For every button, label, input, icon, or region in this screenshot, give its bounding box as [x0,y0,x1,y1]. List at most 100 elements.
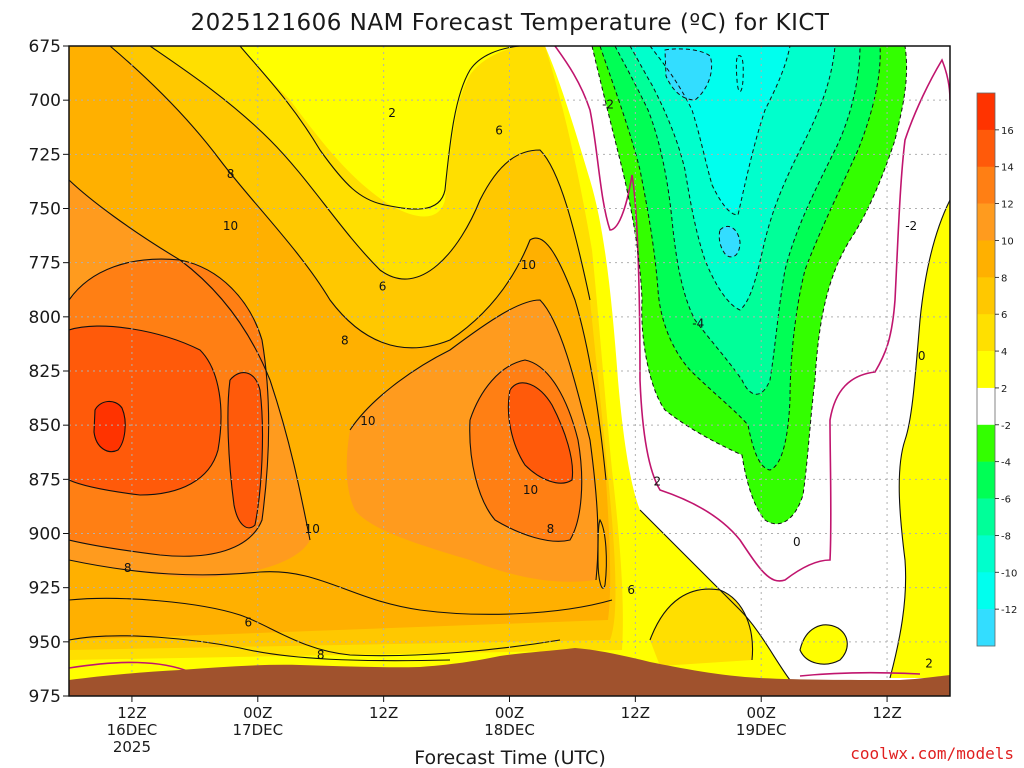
credit-text: coolwx.com/models [850,744,1014,763]
x-tick-label: 17DEC [232,721,283,739]
band-4-6-lower [650,589,753,666]
colorbar-swatch [977,498,995,536]
colorbar-label: 2 [1001,384,1007,395]
contour-label: 2 [388,106,396,120]
contour-12-left [69,325,222,496]
band-16-plus [94,401,126,452]
colorbar-swatch [977,351,995,389]
x-tick-label: 00Z [495,704,524,722]
contour-4 [149,46,591,301]
contour-label: 6 [627,583,635,597]
colorbar-label: 16 [1001,126,1014,137]
colorbar-label: 14 [1001,163,1014,174]
y-tick-label: 925 [29,579,61,599]
band-2-4-blob [800,624,848,665]
y-tick-label: 875 [29,470,61,490]
cold-contours [591,46,908,525]
band-14-16-left2 [227,372,263,528]
x-tick-label: 12Z [369,704,398,722]
contour-label: 8 [547,522,555,536]
colorbar: 16 14 12 10 8 6 4 2 -2 -4 -6 -8 -10 -12 [976,92,1017,647]
contour-label: 10 [523,483,538,497]
contour-label: 8 [227,167,235,181]
contour-label: -2 [905,219,917,233]
contour-right-blob [799,624,848,665]
y-tick-label: 900 [29,525,61,545]
contour-right-2b [889,199,950,679]
zero-line-left [554,46,950,582]
colorbar-swatch [977,387,995,426]
contour-neg8 [629,46,836,311]
temperature-field: 2 6 8 10 6 8 10 10 -2 -4 -2 0 0 2 10 8 6 10 8 6 8 2 [69,46,950,696]
warm-contours [69,46,950,681]
band-below-neg12 [665,48,712,100]
y-axis: 675 700 725 750 775 800 825 850 875 900 925 950 975 [29,37,69,707]
colorbar-swatch [977,93,995,131]
zero-line-right [799,671,921,677]
colorbar-swatch [977,461,995,499]
band-below-neg12-b [719,226,740,257]
contour-16 [93,400,126,453]
y-tick-label: 975 [29,687,61,707]
y-tick-label: 725 [29,145,61,165]
contour-label: 10 [521,258,536,272]
contour-labels: 2 6 8 10 6 8 10 10 -2 -4 -2 0 0 2 10 8 6 10 8 6 8 2 [124,98,933,671]
band-14-16-mid [508,382,573,484]
colorbar-label: 8 [1001,273,1007,284]
contour-lower-1 [69,559,613,615]
x-tick-label: 18DEC [484,721,535,739]
contour-label: -4 [692,316,704,330]
x-tick-label: 00Z [747,704,776,722]
y-tick-label: 675 [29,37,61,57]
contour-2 [239,46,521,210]
contour-neg4 [599,46,881,471]
contour-6 [109,46,607,481]
colorbar-swatch [977,240,995,278]
colorbar-label: -6 [1001,495,1011,506]
contour-label: 2 [925,657,933,671]
contour-label: -2 [602,98,614,112]
y-tick-label: 700 [29,91,61,111]
y-tick-label: 800 [29,308,61,328]
contour-neg2 [591,46,908,525]
band-14-16-left [69,326,221,495]
x-tick-label: 00Z [243,704,272,722]
colorbar-swatch [977,535,995,573]
y-tick-label: 825 [29,362,61,382]
contour-label: 10 [360,414,375,428]
x-tick-label: 12Z [872,704,901,722]
contour-label: 0 [918,349,926,363]
colorbar-swatch [977,166,995,204]
contour-label: 10 [223,219,238,233]
colorbar-label: 12 [1001,200,1014,211]
contour-label: 0 [793,535,801,549]
contour-neg12-b [718,226,741,258]
colorbar-label: -12 [1001,605,1017,616]
colorbar-swatch [977,314,995,352]
contour-label: 8 [317,648,325,662]
contour-neg6 [614,46,861,395]
contour-neg12-a [664,48,713,101]
contour-label: 10 [305,522,320,536]
colorbar-label: 4 [1001,347,1007,358]
contour-label: 8 [341,334,349,348]
x-tick-label: 12Z [117,704,146,722]
x-tick-label: 16DEC [107,721,158,739]
y-tick-label: 750 [29,200,61,220]
y-tick-label: 850 [29,416,61,436]
colorbar-swatch [977,609,995,647]
contour-lower-3 [69,635,451,662]
contour-label: 6 [245,615,253,629]
x-tick-label: 19DEC [736,721,787,739]
contour-10-mid [469,359,583,542]
x-tick-label: 12Z [621,704,650,722]
colorbar-swatch [977,277,995,315]
colorbar-swatch [977,129,995,168]
contour-label: 6 [495,124,503,138]
contour-lower-2 [69,597,561,657]
colorbar-swatch [977,424,995,462]
colorbar-label: -4 [1001,458,1011,469]
contour-12-mid [507,382,574,484]
contour-label: 6 [379,280,387,294]
